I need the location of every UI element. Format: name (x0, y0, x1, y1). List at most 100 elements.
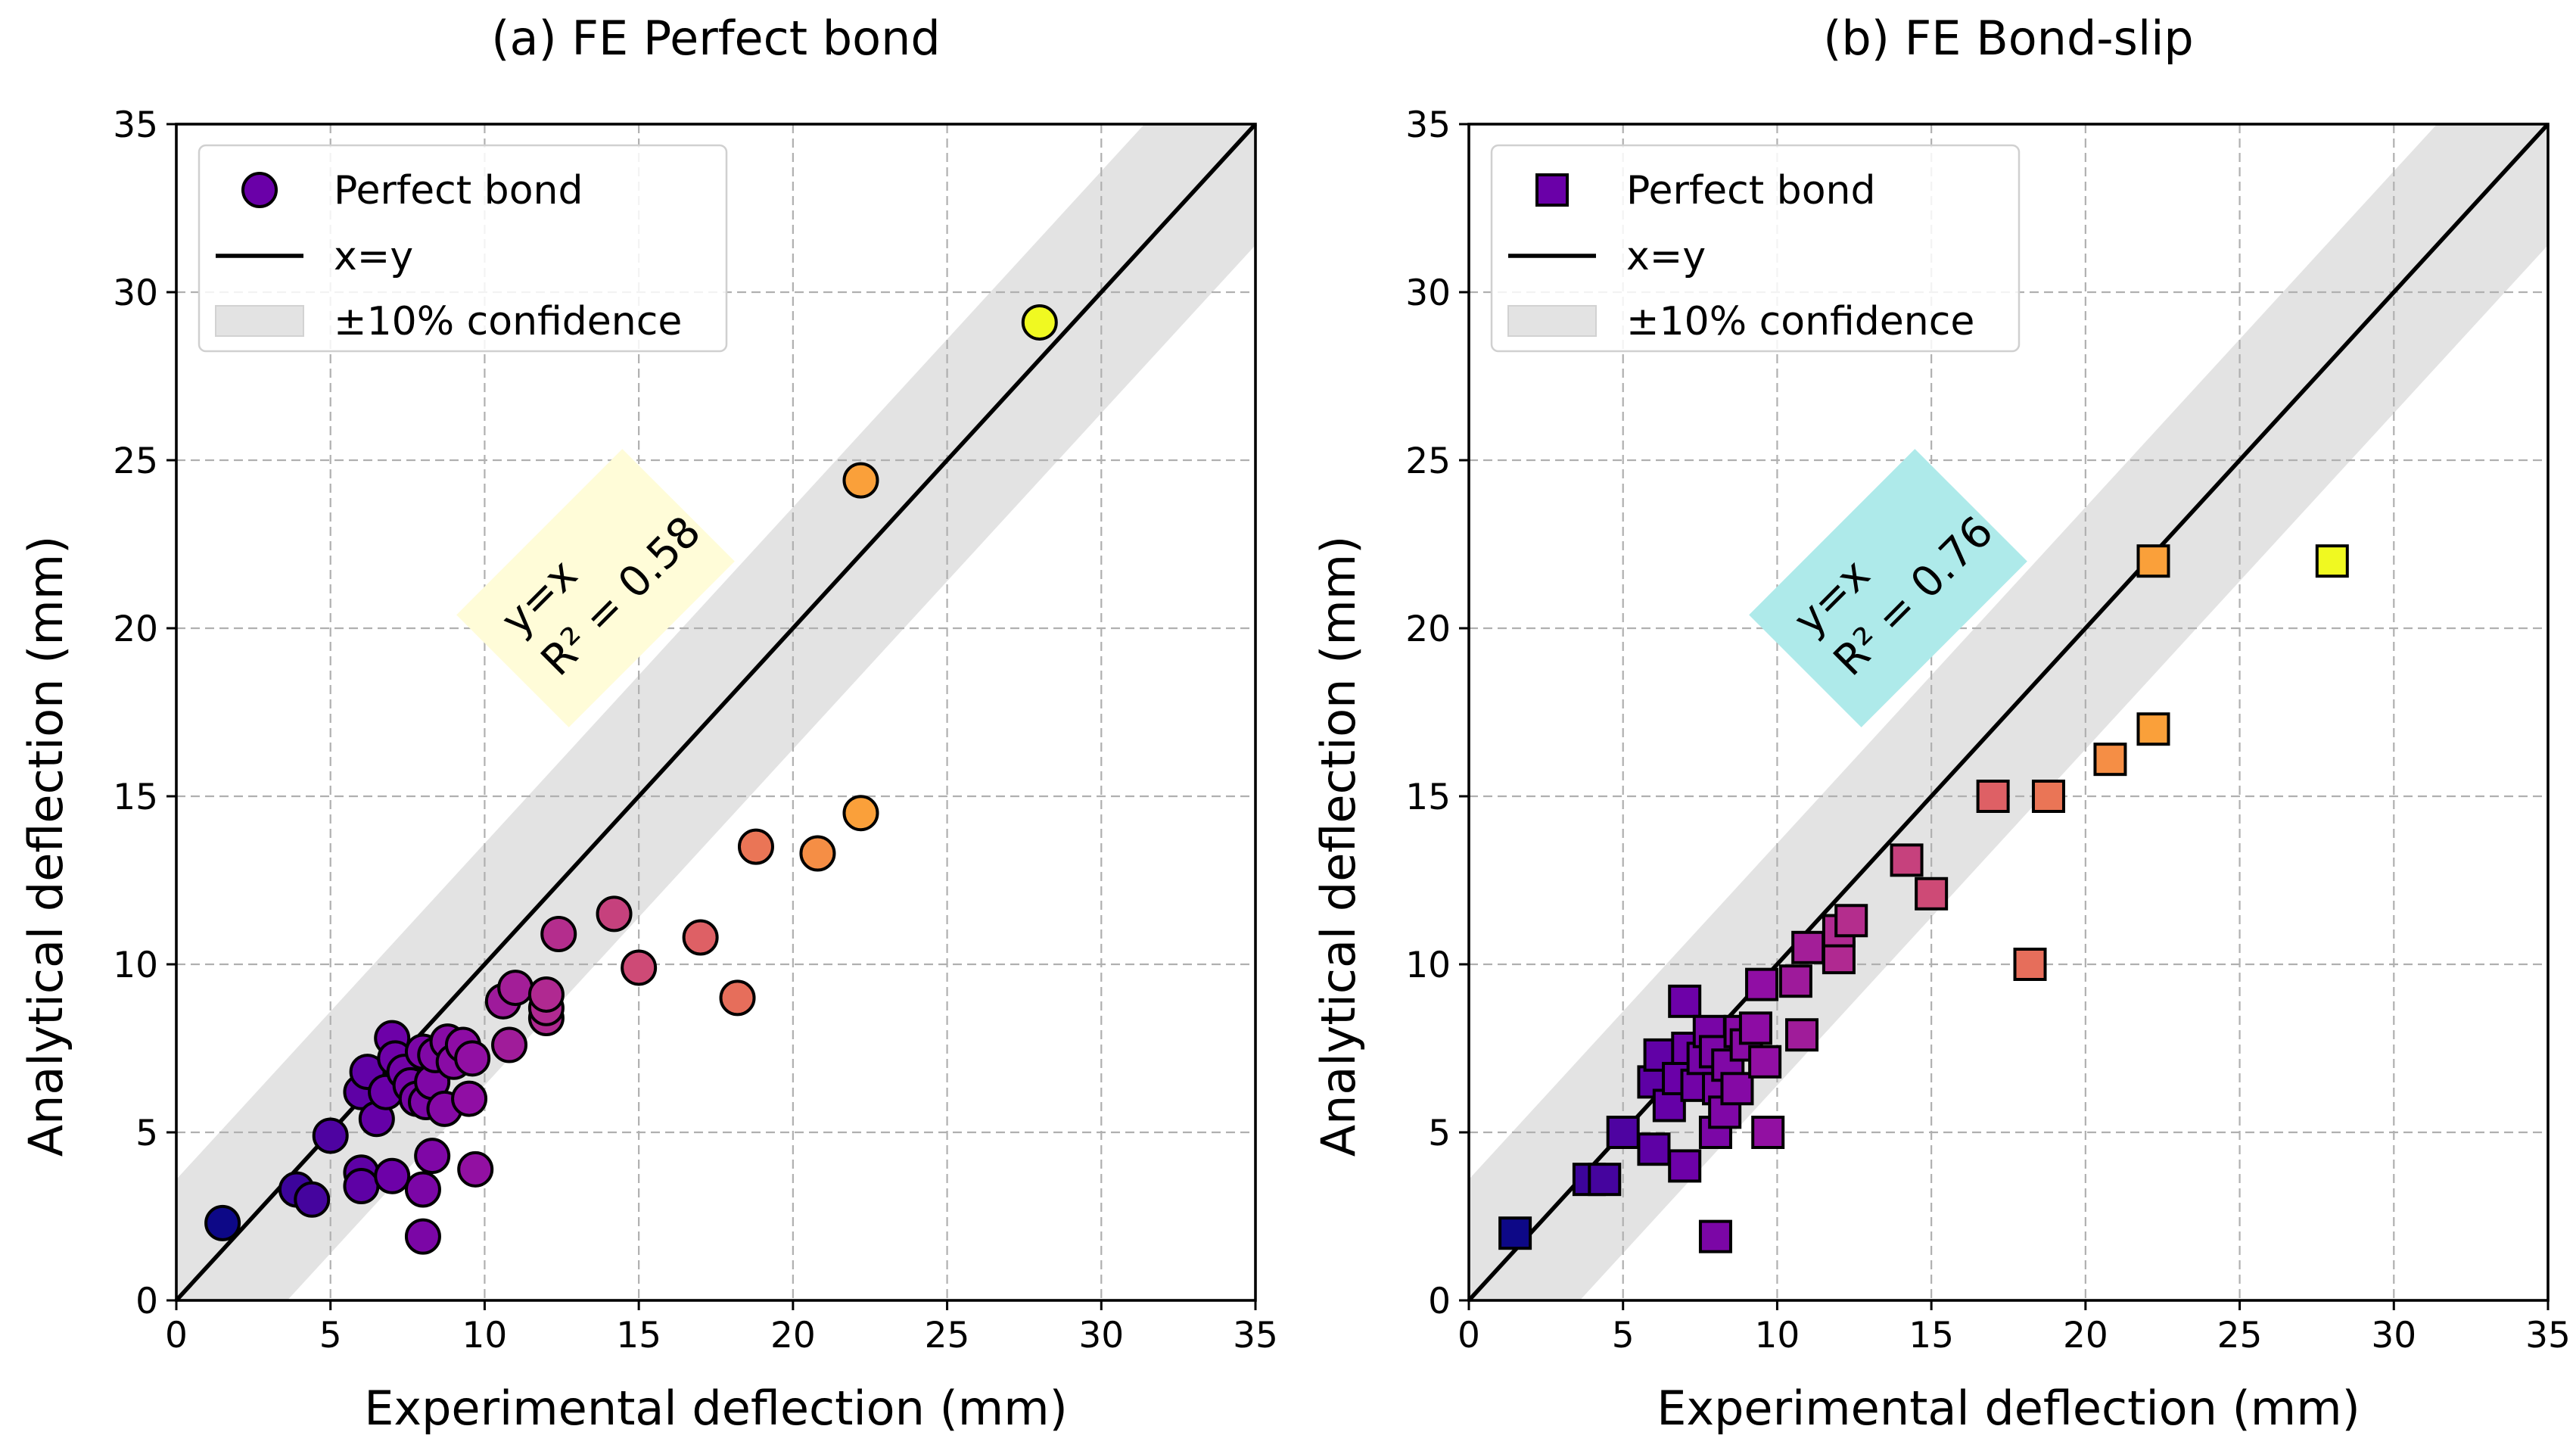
panel-a-ytick-label: 35 (113, 104, 158, 146)
panel-b-annotation-box (1749, 449, 2027, 727)
panel-a-point (404, 1218, 441, 1255)
panel-a-point (451, 1080, 488, 1117)
panel-a-annotation-box (456, 449, 735, 727)
panel-a-ytick-label: 0 (135, 1281, 158, 1322)
panel-a-frame (175, 123, 1257, 1302)
panel-a-point (204, 1204, 241, 1241)
panel-a-xtick-label: 30 (1078, 1315, 1124, 1356)
panel-a-legend-label: Perfect bond (334, 168, 583, 213)
panel-b: y=x R² = 0.76 0 5 10 15 20 25 30 35051015202530… (1311, 11, 2571, 1436)
panel-b-ytick-label: 20 (1405, 609, 1451, 650)
panel-a-point (527, 976, 565, 1013)
panel-b-point (1785, 1018, 1819, 1052)
panel-a-xtick-label: 20 (770, 1315, 816, 1356)
panel-b-point (1698, 1219, 1732, 1253)
panel-a-point (374, 1157, 411, 1194)
panel-a-legend-patch (215, 305, 304, 337)
panel-a-xtick-label: 25 (925, 1315, 970, 1356)
panel-a-legend-label: x=y (334, 234, 413, 279)
panel-b-frame (1467, 123, 2550, 1302)
panel-a-point (842, 462, 879, 499)
panel-b-point (1778, 964, 1812, 998)
panel-b-point (1588, 1163, 1622, 1197)
panel-a-axes-frame (175, 123, 1257, 1302)
panel-b-ytick-label: 35 (1405, 104, 1451, 146)
panel-a-annotation: y=x R² = 0.58 (456, 449, 735, 727)
panel-a-point (457, 1151, 494, 1188)
panel-b-legend-label: x=y (1626, 234, 1706, 279)
panel-b-title: (b) FE Bond-slip (1823, 11, 2194, 66)
panel-b-point (1738, 1011, 1772, 1045)
panel-b-point (2093, 743, 2127, 777)
panel-a-xlabel: Experimental deflection (mm) (364, 1381, 1068, 1436)
panel-a-point (312, 1117, 349, 1154)
panel-a-xtick-label: 10 (462, 1315, 508, 1356)
panel-b-point (1915, 877, 1949, 911)
panel-b-point (1890, 843, 1924, 877)
panel-a-point (682, 919, 719, 956)
panel-b-point (1606, 1116, 1640, 1149)
panel-b-xtick-label: 5 (1612, 1315, 1635, 1356)
panel-a-point (540, 916, 577, 953)
panel-b-xtick-label: 25 (2217, 1315, 2263, 1356)
panel-b-ytick-label: 0 (1428, 1281, 1451, 1322)
panel-b-legend: Perfect bond x=y ±10% confidence (1490, 144, 2021, 353)
panel-a-point (719, 979, 756, 1017)
panel-b-xtick-label: 15 (1909, 1315, 1954, 1356)
panel-a-point (497, 970, 534, 1007)
panel-b-point (2013, 948, 2047, 981)
panel-a-point (799, 835, 836, 872)
panel-a-xtick-label: 15 (616, 1315, 661, 1356)
panel-a-points (204, 304, 1058, 1255)
panel-a-legend: Perfect bond x=y ±10% confidence (198, 144, 728, 353)
panel-b-axes-frame (1467, 123, 2550, 1302)
panel-b-ticks: 0 5 10 15 20 25 30 35 0 5 10 15 20 25 30 35 (1405, 104, 2571, 1356)
panel-b-ylabel: Analytical deflection (mm) (1311, 536, 1366, 1157)
panel-a-ytick-label: 30 (113, 272, 158, 314)
panel-b-point (1976, 780, 2010, 813)
panel-a-point (343, 1168, 380, 1205)
panel-a-point (491, 1026, 528, 1063)
panel-a-point (842, 795, 879, 832)
panel-b-point (1637, 1132, 1671, 1166)
panel-b-point (2136, 712, 2170, 746)
panel-b-point (1791, 930, 1825, 964)
panel-b-point (1751, 1116, 1785, 1149)
panel-b-point (1498, 1216, 1532, 1250)
panel-a-legend-label: ±10% confidence (334, 299, 682, 344)
panel-b-legend-box (1490, 144, 2021, 353)
panel-b-xtick-label: 0 (1458, 1315, 1480, 1356)
panel-a-legend-box (198, 144, 728, 353)
panel-b-legend-label: Perfect bond (1626, 168, 1875, 213)
panel-b-point (2136, 544, 2170, 578)
panel-b-point (2031, 780, 2065, 813)
panel-b-point (1668, 1149, 1702, 1183)
panel-b-xtick-label: 20 (2063, 1315, 2108, 1356)
panel-a-ytick-label: 10 (113, 945, 158, 986)
panel-b-points (1498, 544, 2349, 1253)
panel-a-point (621, 949, 658, 986)
panel-b-point (1745, 967, 1779, 1001)
panel-b-point (1834, 904, 1868, 938)
panel-a-ytick-label: 15 (113, 777, 158, 818)
panel-a-point (294, 1181, 331, 1218)
panel-b-xtick-label: 35 (2525, 1315, 2571, 1356)
panel-b-ytick-label: 5 (1428, 1113, 1451, 1154)
panel-b-ytick-label: 25 (1405, 441, 1451, 482)
panel-a-point (596, 895, 633, 933)
panel-b-xtick-label: 30 (2371, 1315, 2416, 1356)
panel-a-ytick-label: 25 (113, 441, 158, 482)
panel-a-point (1021, 304, 1058, 341)
panel-b-xlabel: Experimental deflection (mm) (1657, 1381, 2360, 1436)
panel-b-ytick-label: 10 (1405, 945, 1451, 986)
panel-a-point (414, 1138, 451, 1175)
panel-a-legend-marker (241, 172, 278, 208)
panel-a-ytick-label: 20 (113, 609, 158, 650)
panel-b-ytick-label: 15 (1405, 777, 1451, 818)
panel-a-xtick-label: 0 (165, 1315, 188, 1356)
panel-b-ytick-label: 30 (1405, 272, 1451, 314)
panel-a-xtick-label: 35 (1233, 1315, 1278, 1356)
panel-b-point (1668, 984, 1702, 1018)
panel-a-point (404, 1171, 441, 1208)
